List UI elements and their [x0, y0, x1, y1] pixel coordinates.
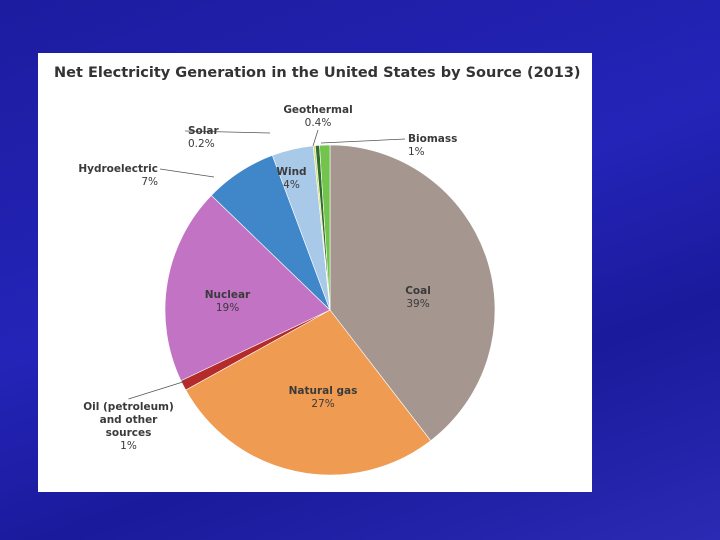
- slice-label: Oil (petroleum) and other sources 1%: [76, 401, 181, 453]
- slice-label: Natural gas 27%: [278, 385, 368, 411]
- slice-label: Wind 4%: [269, 166, 314, 192]
- slice-label: Hydroelectric 7%: [48, 163, 158, 189]
- category-name: Nuclear: [204, 289, 251, 301]
- category-name: Oil (petroleum) and other sources: [83, 401, 174, 439]
- value-label: 4%: [283, 179, 300, 191]
- chart-card: Net Electricity Generation in the United…: [38, 53, 592, 492]
- pie-slice: [319, 144, 331, 311]
- pie-chart: [128, 129, 496, 476]
- category-name: Natural gas: [288, 385, 358, 397]
- leader-line: [320, 138, 406, 144]
- value-label: 1%: [408, 146, 425, 158]
- pie-slice: [185, 309, 432, 476]
- chart-title: Net Electricity Generation in the United…: [54, 65, 581, 81]
- value-label: 19%: [215, 302, 240, 314]
- category-name: Biomass: [408, 133, 458, 145]
- pie-slice: [164, 194, 331, 382]
- leader-line: [184, 130, 271, 134]
- slice-label: Nuclear 19%: [195, 289, 260, 315]
- value-label: 1%: [120, 440, 137, 452]
- slice-label: Coal 39%: [383, 285, 453, 311]
- category-name: Geothermal: [283, 104, 353, 116]
- pie-slice: [329, 144, 496, 442]
- category-name: Wind: [276, 166, 307, 178]
- leader-line: [128, 380, 187, 400]
- value-label: 0.4%: [304, 117, 332, 129]
- value-label: 0.2%: [188, 138, 215, 150]
- slice-label: Biomass 1%: [408, 133, 478, 159]
- leader-line: [159, 168, 215, 178]
- category-name: Coal: [405, 285, 431, 297]
- category-name: Hydroelectric: [78, 163, 158, 175]
- leader-line: [312, 129, 319, 147]
- value-label: 39%: [406, 298, 430, 310]
- category-name: Solar: [188, 125, 219, 137]
- slice-label: Geothermal 0.4%: [277, 104, 359, 130]
- value-label: 27%: [311, 398, 335, 410]
- slice-label: Solar 0.2%: [188, 125, 238, 151]
- value-label: 7%: [141, 176, 158, 188]
